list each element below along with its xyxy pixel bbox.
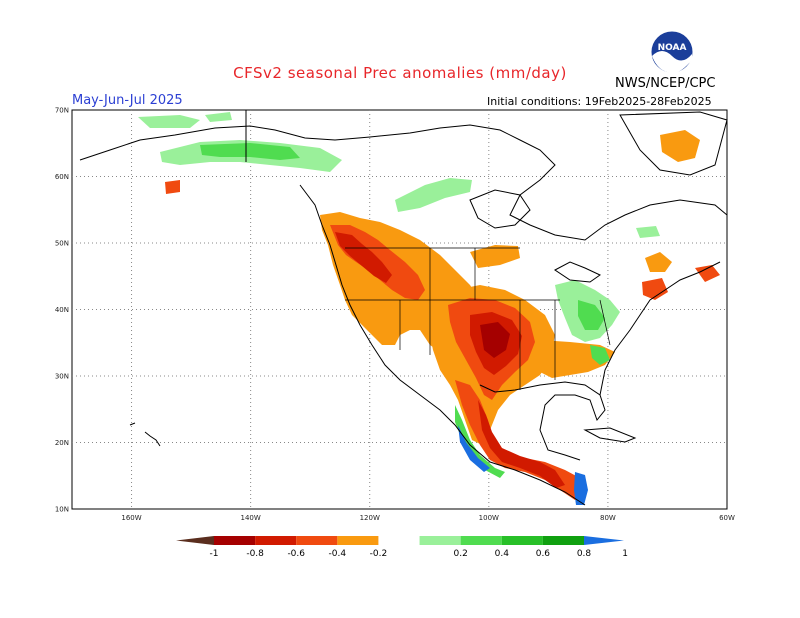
colorbar-label: 0.2 [454,549,468,559]
colorbar: -1 -0.8 -0.6 -0.4 -0.2 0.2 0.4 0.6 0.8 1 [176,536,628,559]
wet-anomaly-arctic [138,115,200,128]
lat-tick-label: 40N [55,306,69,314]
wet-anomaly-canada-central [395,178,472,212]
cuba-outline [583,427,637,443]
dry-anomaly-new-england [642,278,668,300]
colorbar-label: -0.2 [370,549,388,559]
colorbar-label: 0.4 [495,549,510,559]
lon-tick-label: 160W [121,514,141,522]
colorbar-label: -0.6 [287,549,305,559]
great-lakes-outline [554,261,601,283]
colorbar-box [460,536,502,545]
colorbar-box [419,536,461,545]
season-label: May-Jun-Jul 2025 [72,93,183,108]
chart-title: CFSv2 seasonal Prec anomalies (mm/day) [233,64,567,82]
lat-tick-label: 60N [55,173,69,181]
colorbar-box [378,536,420,545]
wet-anomaly-labrador [636,226,660,238]
colorbar-box [501,536,543,545]
lon-tick-label: 60W [719,514,735,522]
wet-anomaly-beaufort [205,112,232,122]
colorbar-label: -0.4 [329,549,347,559]
greenland-outline [619,111,728,176]
axis-labels: 70N 60N 50N 40N 30N 20N 10N 160W 140W 120W 100W 80W… [55,107,735,523]
colorbar-box [337,536,379,545]
colorbar-label: 1 [622,549,628,559]
lat-tick-label: 70N [55,107,69,115]
anomaly-fields [138,112,720,505]
very-dry-anomaly-mexico [478,400,565,488]
dry-anomaly-newfoundland [695,265,720,282]
wet-anomaly-central-america [574,472,588,505]
colorbar-low-extend [176,536,214,545]
hawaii-outline [129,422,161,447]
dry-anomaly-greenland [660,130,700,162]
colorbar-label: -0.8 [246,549,264,559]
lat-tick-label: 20N [55,439,69,447]
extreme-dry-anomaly-texas [480,322,510,358]
hudson-bay-outline [469,189,531,229]
east-coast-outline [599,261,721,396]
north-america-coastline [79,124,728,241]
noaa-logo: NOAA [650,30,694,74]
gulf-coast-outline [479,381,606,461]
agency-label: NWS/NCEP/CPC [615,76,716,91]
initial-conditions-label: Initial conditions: 19Feb2025-28Feb2025 [487,95,712,108]
very-wet-anomaly-mexico-coast [458,425,490,472]
lat-tick-label: 50N [55,240,69,248]
colorbar-label: 0.6 [536,549,551,559]
colorbar-label: 0.8 [577,549,592,559]
colorbar-box [255,536,297,545]
coastlines [79,111,728,506]
wet-anomaly-appalachians [578,300,605,330]
lat-tick-label: 10N [55,506,69,514]
west-coast-outline [299,184,586,506]
lon-tick-label: 100W [479,514,499,522]
dry-anomaly-alaska-south [165,180,180,194]
logo-text: NOAA [658,43,687,53]
wet-anomaly-southeast-coast [590,345,610,365]
dry-anomaly-atlantic-canada [645,252,672,272]
lon-tick-label: 80W [600,514,616,522]
colorbar-high-extend [584,536,624,545]
colorbar-box [296,536,338,545]
wet-anomaly-alaska-core [200,143,300,160]
lat-tick-label: 30N [55,373,69,381]
colorbar-label: -1 [210,549,219,559]
colorbar-box [214,536,256,545]
state-borders [345,247,611,390]
colorbar-box [542,536,584,545]
dry-anomaly-canada-north [470,245,520,268]
lon-tick-label: 120W [360,514,380,522]
very-dry-anomaly-northwest [335,232,392,283]
lon-tick-label: 140W [240,514,260,522]
